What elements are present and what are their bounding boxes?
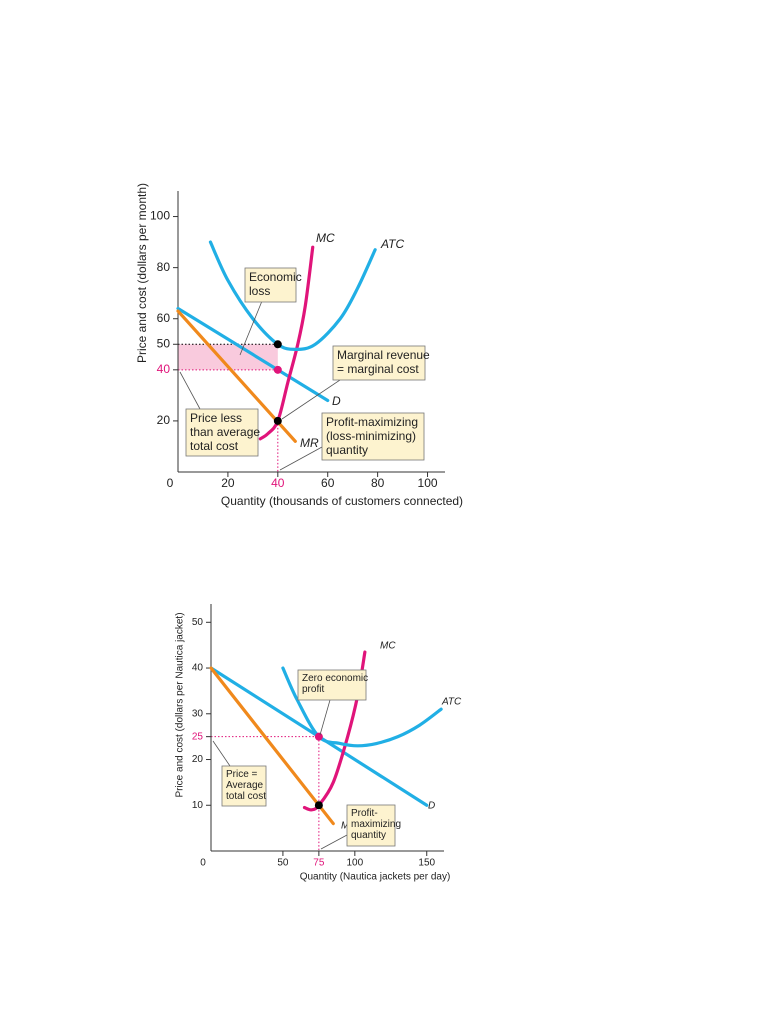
y-axis-label: Price and cost (dollars per Nautica jack… xyxy=(175,612,186,797)
annotation-text: Marginal revenue xyxy=(337,348,430,362)
annotation-text: (loss-minimizing) xyxy=(326,429,416,443)
annotation-text: = marginal cost xyxy=(337,362,419,376)
annotation-box xyxy=(332,345,426,381)
annotation-text: Price less xyxy=(190,411,242,425)
x-tick-label: 80 xyxy=(371,476,385,490)
annotation-box xyxy=(297,669,367,701)
y-tick-label: 50 xyxy=(157,336,171,350)
annotation-text: maximizing xyxy=(351,819,401,830)
y-axis-label: Price and cost (dollars per month) xyxy=(135,183,149,363)
y-tick-label: 40 xyxy=(192,663,204,674)
y-tick-label: 10 xyxy=(192,800,204,811)
x-tick-label: 60 xyxy=(321,476,335,490)
pointer-line xyxy=(279,446,323,471)
x-tick-label: 50 xyxy=(277,858,289,869)
x-tick-label: 0 xyxy=(167,476,174,490)
annotation-text: Economic xyxy=(249,270,302,284)
annotation-box xyxy=(185,408,259,457)
x-tick-label: 0 xyxy=(200,858,206,869)
annotation-text: Price = xyxy=(226,769,258,780)
x-tick-label: 100 xyxy=(346,858,363,869)
annotation-text: profit xyxy=(302,684,324,695)
annotation-text: quantity xyxy=(351,830,386,841)
y-tick-label: 30 xyxy=(192,708,204,719)
y-tick-label: 20 xyxy=(157,413,171,427)
pointer-line xyxy=(179,371,201,410)
annotation-text: Average xyxy=(226,780,264,791)
curve xyxy=(176,306,330,403)
x-tick-label: 40 xyxy=(271,476,285,490)
annotation-text: Profit-maximizing xyxy=(326,415,418,429)
x-axis-label: Quantity (Nautica jackets per day) xyxy=(300,872,451,883)
annotation-text: than average xyxy=(190,425,260,439)
point xyxy=(314,732,323,741)
annotation-text: quantity xyxy=(326,443,368,457)
annotation-text: loss xyxy=(249,284,270,298)
pointer-line xyxy=(319,699,331,736)
series-label: MR xyxy=(300,436,319,450)
point xyxy=(314,801,323,810)
annotation-text: Zero economic xyxy=(302,673,368,684)
pointer-line xyxy=(239,300,263,356)
annotation-box xyxy=(244,267,297,303)
curve xyxy=(258,245,315,441)
pointer-line xyxy=(281,379,341,420)
series-label: D xyxy=(332,394,341,408)
y-tick-label: 60 xyxy=(157,311,171,325)
series-label: ATC xyxy=(380,237,404,251)
curve xyxy=(281,666,443,748)
x-axis-label: Quantity (thousands of customers connect… xyxy=(221,494,463,508)
point xyxy=(273,416,282,425)
series-label: ATC xyxy=(441,697,462,708)
x-tick-label: 150 xyxy=(418,858,435,869)
y-tick-label: 100 xyxy=(150,209,170,223)
annotation-text: Profit- xyxy=(351,808,378,819)
series-label: MC xyxy=(316,231,335,245)
y-tick-label: 40 xyxy=(157,362,171,376)
y-tick-label: 25 xyxy=(192,731,204,742)
pointer-line xyxy=(320,834,348,850)
annotation-box xyxy=(321,412,425,461)
x-tick-label: 100 xyxy=(418,476,438,490)
series-label: MC xyxy=(380,641,396,652)
annotation-text: total cost xyxy=(190,439,239,453)
y-tick-label: 20 xyxy=(192,754,204,765)
annotation-box xyxy=(221,765,267,807)
curve xyxy=(208,240,377,351)
annotation-text: total cost xyxy=(226,791,266,802)
pointer-line xyxy=(212,740,231,767)
curve xyxy=(209,666,335,826)
point xyxy=(273,365,282,374)
y-tick-label: 80 xyxy=(157,260,171,274)
series-label: D xyxy=(428,801,435,812)
point xyxy=(273,340,282,349)
x-tick-label: 75 xyxy=(313,858,325,869)
x-tick-label: 20 xyxy=(221,476,235,490)
y-tick-label: 50 xyxy=(192,617,204,628)
chart: 10 20 25 30 40 50 0 50 75 100 150 Price and cost (d… xyxy=(175,604,462,883)
annotation-box xyxy=(346,804,396,847)
